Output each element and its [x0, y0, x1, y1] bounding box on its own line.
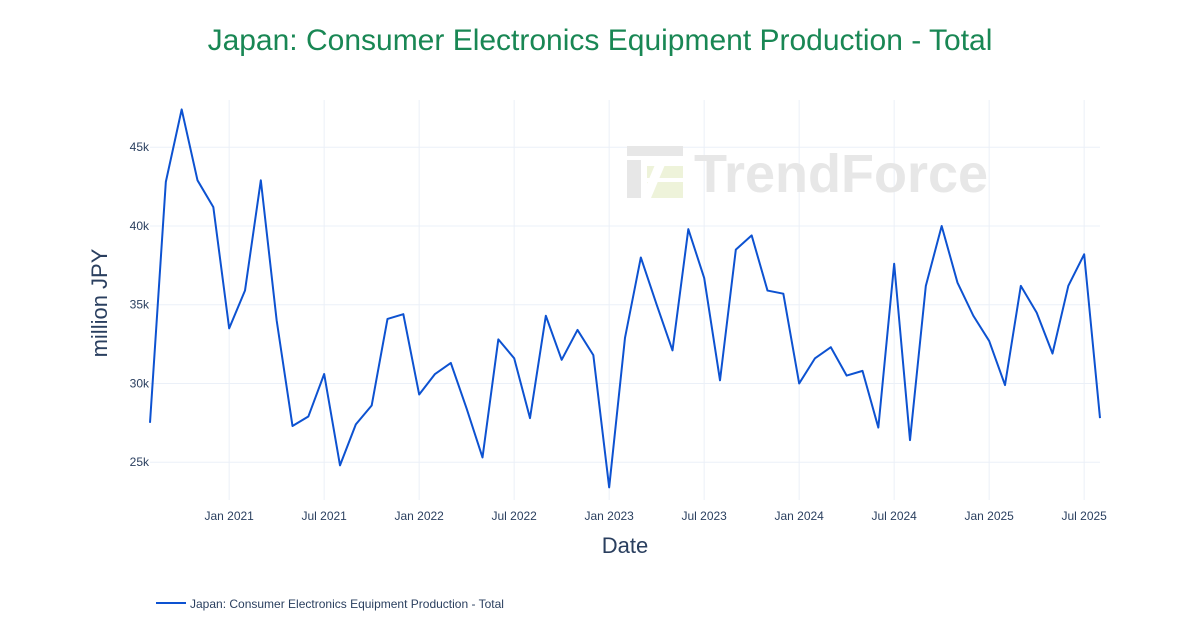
data-point[interactable] — [164, 180, 168, 184]
y-tick-label: 30k — [130, 376, 150, 390]
data-point[interactable] — [370, 404, 374, 408]
data-point[interactable] — [1035, 311, 1039, 315]
x-tick-label: Jul 2023 — [681, 509, 727, 523]
data-point[interactable] — [702, 276, 706, 280]
data-point[interactable] — [465, 407, 469, 411]
data-point[interactable] — [354, 422, 358, 426]
data-point[interactable] — [686, 227, 690, 231]
data-point[interactable] — [781, 292, 785, 296]
data-point[interactable] — [401, 312, 405, 316]
data-point[interactable] — [243, 289, 247, 293]
data-point[interactable] — [275, 318, 279, 322]
x-tick-label: Jan 2022 — [394, 509, 444, 523]
data-point[interactable] — [576, 328, 580, 332]
chart-title: Japan: Consumer Electronics Equipment Pr… — [208, 24, 993, 57]
data-point[interactable] — [544, 314, 548, 318]
data-point[interactable] — [623, 336, 627, 340]
data-point[interactable] — [433, 372, 437, 376]
x-tick-label: Jan 2023 — [584, 509, 634, 523]
data-point[interactable] — [1082, 252, 1086, 256]
data-point[interactable] — [259, 178, 263, 182]
data-point[interactable] — [338, 463, 342, 467]
data-point[interactable] — [227, 326, 231, 330]
x-tick-label: Jan 2025 — [964, 509, 1014, 523]
y-tick-label: 25k — [130, 455, 150, 469]
trendforce-logo-icon — [627, 146, 683, 198]
x-tick-label: Jan 2024 — [774, 509, 824, 523]
x-axis-title: Date — [602, 533, 648, 558]
watermark-text: TrendForce — [694, 144, 988, 204]
data-point[interactable] — [496, 337, 500, 341]
data-point[interactable] — [1051, 352, 1055, 356]
x-tick-label: Jul 2021 — [301, 509, 347, 523]
data-point[interactable] — [1098, 416, 1102, 420]
series-line[interactable] — [149, 108, 1101, 489]
data-point[interactable] — [291, 424, 295, 428]
data-point[interactable] — [908, 438, 912, 442]
data-point[interactable] — [671, 348, 675, 352]
data-point[interactable] — [813, 356, 817, 360]
data-point[interactable] — [956, 281, 960, 285]
data-point[interactable] — [718, 378, 722, 382]
data-point[interactable] — [734, 248, 738, 252]
x-tick-label: Jul 2022 — [491, 509, 537, 523]
data-point[interactable] — [861, 369, 865, 373]
x-tick-label: Jul 2024 — [871, 509, 917, 523]
data-point[interactable] — [180, 107, 184, 111]
x-tick-label: Jul 2025 — [1061, 509, 1107, 523]
y-tick-label: 45k — [130, 140, 150, 154]
data-point[interactable] — [306, 415, 310, 419]
data-point[interactable] — [148, 421, 152, 425]
legend[interactable]: Japan: Consumer Electronics Equipment Pr… — [156, 597, 504, 611]
data-point[interactable] — [892, 262, 896, 266]
data-point[interactable] — [196, 178, 200, 182]
data-point[interactable] — [940, 224, 944, 228]
data-point[interactable] — [987, 339, 991, 343]
data-point[interactable] — [1003, 383, 1007, 387]
data-point[interactable] — [655, 303, 659, 307]
legend-label: Japan: Consumer Electronics Equipment Pr… — [190, 597, 504, 611]
data-point[interactable] — [449, 361, 453, 365]
data-point[interactable] — [591, 353, 595, 357]
data-point[interactable] — [512, 356, 516, 360]
data-point[interactable] — [924, 284, 928, 288]
data-point[interactable] — [639, 255, 643, 259]
data-point[interactable] — [322, 372, 326, 376]
data-point[interactable] — [845, 374, 849, 378]
data-point[interactable] — [386, 317, 390, 321]
data-point[interactable] — [1019, 284, 1023, 288]
y-axis-ticks: 25k 30k 35k 40k 45k — [130, 140, 150, 469]
data-point[interactable] — [829, 345, 833, 349]
data-point[interactable] — [1066, 284, 1070, 288]
data-point[interactable] — [211, 205, 215, 209]
y-axis-title: million JPY — [87, 248, 112, 357]
data-point[interactable] — [797, 381, 801, 385]
series-layer — [148, 107, 1102, 489]
data-point[interactable] — [481, 455, 485, 459]
data-point[interactable] — [560, 358, 564, 362]
y-tick-label: 40k — [130, 219, 150, 233]
data-point[interactable] — [971, 314, 975, 318]
data-point[interactable] — [750, 233, 754, 237]
data-point[interactable] — [766, 289, 770, 293]
x-axis-ticks: Jan 2021 Jul 2021 Jan 2022 Jul 2022 Jan 2023… — [204, 509, 1107, 523]
data-point[interactable] — [876, 426, 880, 430]
data-point[interactable] — [607, 485, 611, 489]
y-tick-label: 35k — [130, 298, 150, 312]
x-grid — [228, 100, 1085, 500]
x-tick-label: Jan 2021 — [204, 509, 254, 523]
data-point[interactable] — [417, 392, 421, 396]
data-point[interactable] — [528, 416, 532, 420]
trendforce-watermark: TrendForce — [627, 144, 988, 204]
